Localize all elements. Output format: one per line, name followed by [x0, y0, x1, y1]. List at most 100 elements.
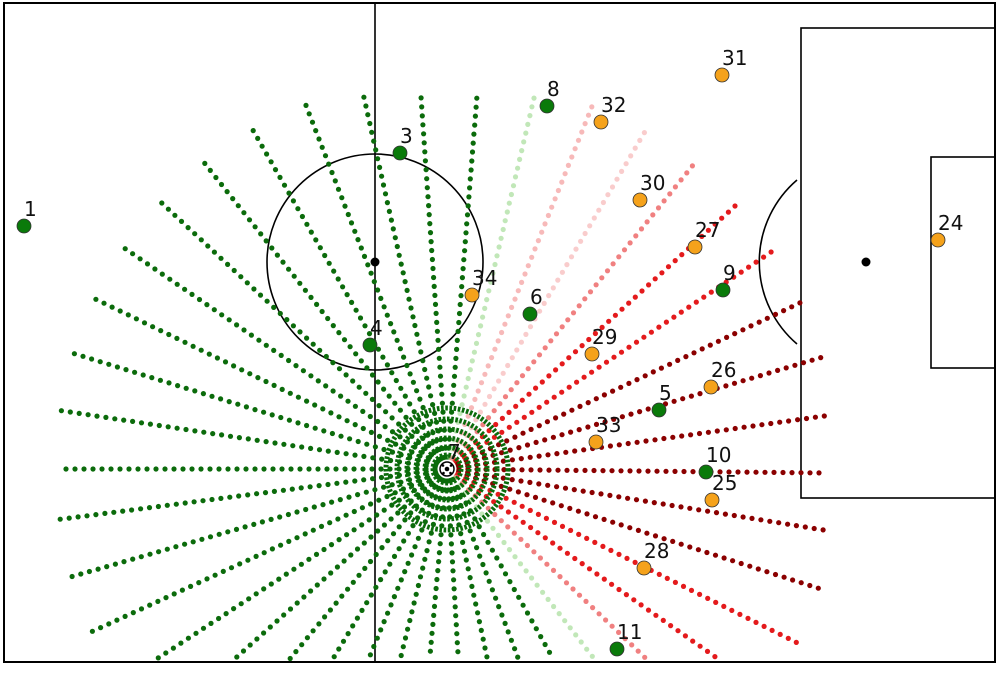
ray-dot: [619, 168, 625, 174]
ray-dot: [451, 586, 457, 592]
ray-dot: [508, 191, 514, 198]
ray-dot: [335, 186, 342, 192]
ray-ring: [404, 426, 490, 512]
ray-dot: [185, 635, 191, 641]
ray-dot: [355, 492, 361, 498]
ray-dot: [512, 296, 518, 302]
ray-dot: [415, 582, 421, 589]
ray-dot: [281, 441, 287, 447]
ray-dot: [343, 479, 349, 485]
ray-dot: [618, 384, 624, 390]
ray-dot: [585, 424, 591, 430]
ray-dot: [438, 382, 444, 388]
ray-dot: [645, 607, 652, 613]
ray-dot: [311, 504, 317, 510]
ray-dot: [625, 495, 631, 501]
ray-dot: [509, 304, 515, 310]
ray-dot: [655, 205, 662, 211]
ray-dot: [512, 554, 518, 560]
ray-dot: [464, 212, 471, 218]
ray-dot: [255, 375, 261, 381]
ray-dot: [329, 430, 335, 437]
ray-dot: [287, 655, 293, 662]
ray-dot: [158, 328, 164, 334]
ray-dot: [467, 575, 473, 581]
ray-dot: [274, 618, 280, 624]
ray-dot: [489, 355, 495, 361]
ray-dot: [453, 622, 459, 628]
ray-dot: [156, 549, 162, 555]
ray-dot: [609, 468, 615, 474]
ray-dot: [542, 345, 548, 351]
ray-dot: [776, 520, 782, 526]
ray-ring: [383, 405, 511, 533]
ray-dot: [261, 466, 267, 472]
ray-dot: [518, 478, 524, 484]
ray-dot: [436, 355, 442, 361]
ray-dot: [598, 491, 604, 497]
ray-dot: [182, 339, 188, 345]
ray-dot: [352, 228, 358, 234]
ray-dot: [71, 351, 77, 357]
ray-dot: [632, 145, 638, 151]
ray-dot: [108, 466, 114, 472]
team-a-player-4: 4: [362, 316, 383, 353]
ray-dot: [554, 484, 560, 490]
ray-dot: [336, 330, 342, 336]
ray-dot: [624, 555, 630, 562]
ray-dot: [515, 165, 521, 171]
ray-dot: [144, 261, 151, 267]
ray-dot: [432, 594, 438, 601]
ray-dot: [208, 620, 214, 627]
player-marker: [392, 145, 408, 161]
ray-dot: [515, 489, 522, 495]
ray-dot: [561, 411, 567, 417]
ray-dot: [534, 582, 540, 588]
ray-dot: [522, 271, 528, 277]
ray-dot: [251, 521, 257, 528]
ray-dot: [618, 522, 624, 528]
ray-dot: [671, 314, 677, 320]
ray-dot: [147, 602, 153, 608]
ray-dot: [324, 466, 330, 472]
ray-dot: [464, 221, 470, 227]
ray-dot: [589, 489, 595, 496]
ray-dot: [712, 552, 719, 558]
ray-dot: [316, 621, 322, 627]
ray-dot: [543, 515, 550, 522]
ray-dot: [365, 112, 371, 118]
ray-dot: [697, 591, 703, 598]
ray-dot: [705, 595, 711, 602]
ray-dot: [753, 469, 759, 475]
team-a-player-10: 10: [698, 443, 731, 480]
ray-dot: [436, 346, 442, 352]
ray-dot: [699, 233, 705, 239]
ray-dot: [286, 538, 292, 545]
ray-dot: [542, 535, 548, 541]
ray-dot: [280, 487, 286, 493]
ray-dot: [537, 308, 543, 314]
ray-dot: [452, 595, 458, 601]
ray-dot: [261, 409, 267, 415]
ray-dot: [353, 307, 359, 313]
ray-dot: [469, 149, 476, 155]
ray-dot: [463, 557, 469, 563]
ray-dot: [428, 393, 434, 399]
ray-dot: [485, 539, 491, 545]
ray-dot: [430, 265, 436, 272]
ray-dot: [226, 399, 232, 405]
ray-dot: [500, 458, 506, 464]
ray-dot: [502, 321, 508, 327]
ray-dot: [247, 371, 253, 377]
ray-dot: [498, 483, 504, 489]
ray-dot: [99, 466, 105, 472]
ray-dot: [466, 194, 472, 200]
player-number-label: 5: [659, 381, 672, 405]
ray-dot: [634, 439, 640, 445]
ray-dot: [306, 466, 312, 472]
ray-dot: [761, 254, 767, 260]
ray-dot: [379, 545, 385, 551]
ray-dot: [611, 354, 617, 360]
ray-dot: [468, 167, 474, 173]
